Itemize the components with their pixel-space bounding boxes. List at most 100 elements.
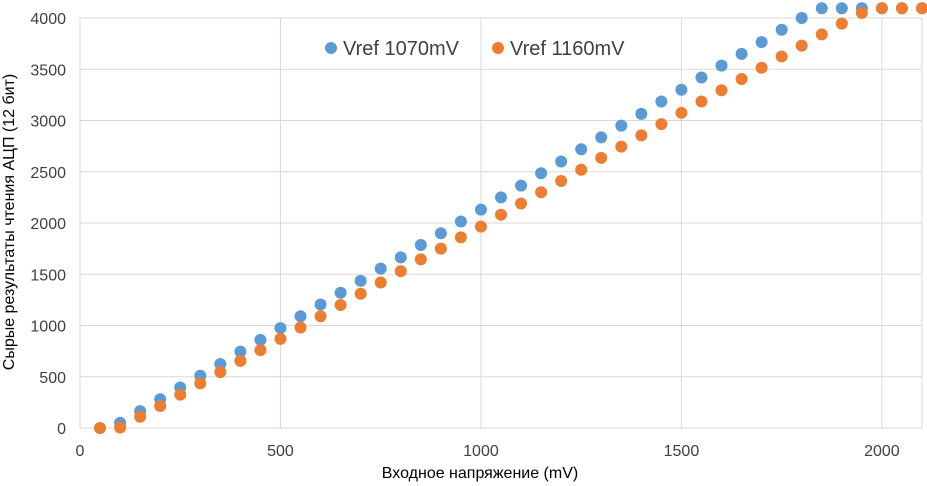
x-tick-labels: 0 500 1000 1500 2000 [76, 443, 900, 460]
data-point [615, 119, 628, 132]
data-point [535, 167, 548, 180]
data-point [695, 95, 708, 108]
data-point [735, 72, 748, 85]
data-point [875, 2, 888, 15]
data-point [835, 17, 848, 30]
x-tick-label: 2000 [864, 443, 900, 460]
data-point [515, 179, 528, 192]
data-point [214, 357, 227, 370]
data-point [314, 298, 327, 311]
data-point [675, 106, 688, 119]
y-tick-label: 500 [39, 370, 66, 387]
data-point [254, 344, 267, 357]
data-point [735, 47, 748, 60]
data-point [515, 197, 528, 210]
data-point [495, 191, 507, 204]
data-point [835, 2, 848, 15]
y-tick-label: 0 [57, 421, 66, 438]
series-points [94, 2, 927, 434]
data-point [414, 253, 427, 266]
data-point [234, 354, 247, 367]
data-point [374, 262, 387, 275]
data-point [775, 50, 788, 63]
data-point [134, 410, 147, 423]
data-point [795, 39, 808, 52]
data-point [374, 276, 387, 289]
data-point [555, 155, 568, 168]
data-point [194, 377, 207, 390]
legend-marker [325, 42, 337, 54]
x-tick-label: 500 [267, 443, 294, 460]
y-tick-label: 3500 [30, 62, 66, 79]
data-point [715, 84, 728, 97]
data-point [855, 6, 868, 19]
data-point [334, 299, 347, 311]
data-point [675, 83, 688, 96]
data-point [535, 186, 548, 199]
data-point [174, 388, 187, 401]
data-point [314, 310, 327, 323]
data-point [94, 422, 107, 434]
data-point [755, 36, 768, 49]
data-point [575, 143, 588, 156]
data-point [916, 2, 927, 15]
data-point [334, 286, 347, 299]
data-point [755, 61, 768, 74]
data-point [434, 227, 447, 240]
data-point [454, 215, 467, 228]
data-point [454, 231, 467, 244]
x-axis-title: Входное напряжение (mV) [382, 465, 578, 482]
data-point [474, 203, 487, 216]
y-tick-label: 4000 [30, 11, 66, 28]
x-tick-label: 1000 [463, 443, 499, 460]
data-point [294, 310, 307, 323]
data-point [895, 2, 908, 15]
legend-label: Vref 1070mV [343, 38, 460, 60]
data-point [274, 322, 287, 335]
legend: Vref 1070mV Vref 1160mV [325, 38, 625, 60]
data-point [234, 345, 247, 358]
data-point [434, 242, 447, 255]
legend-marker [492, 42, 504, 54]
y-tick-label: 2500 [30, 165, 66, 182]
grid [79, 17, 923, 429]
data-point [354, 287, 367, 300]
data-point [815, 28, 828, 41]
data-point [615, 140, 628, 153]
data-point [635, 129, 648, 142]
data-point [715, 59, 728, 72]
data-point [495, 208, 507, 221]
legend-label: Vref 1160mV [510, 38, 625, 60]
y-tick-labels: 0 500 1000 1500 2000 2500 3000 3500 4000 [30, 11, 66, 438]
data-point [555, 174, 568, 187]
data-point [775, 23, 788, 36]
data-point [214, 366, 227, 379]
data-point [394, 251, 407, 264]
x-tick-label: 1500 [664, 443, 700, 460]
x-tick-label: 0 [76, 443, 85, 460]
y-axis-title: Сырые результаты чтения АЦП (12 бит) [1, 74, 18, 370]
data-point [274, 332, 287, 345]
data-point [414, 239, 427, 252]
data-point [595, 131, 608, 144]
y-tick-label: 1500 [30, 267, 66, 284]
data-point [695, 71, 708, 84]
data-point [595, 151, 608, 164]
data-point [154, 399, 167, 412]
data-point [795, 12, 808, 24]
series-2 [94, 2, 927, 434]
data-point [114, 421, 127, 434]
y-tick-label: 3000 [30, 114, 66, 131]
data-point [254, 333, 267, 346]
data-point [575, 163, 588, 176]
y-tick-label: 2000 [30, 216, 66, 233]
data-point [394, 265, 407, 278]
data-point [354, 274, 367, 287]
data-point [294, 321, 307, 334]
data-point [655, 118, 668, 131]
data-point [474, 220, 487, 233]
data-point [635, 107, 648, 120]
data-point [655, 95, 668, 108]
data-point [815, 2, 828, 15]
